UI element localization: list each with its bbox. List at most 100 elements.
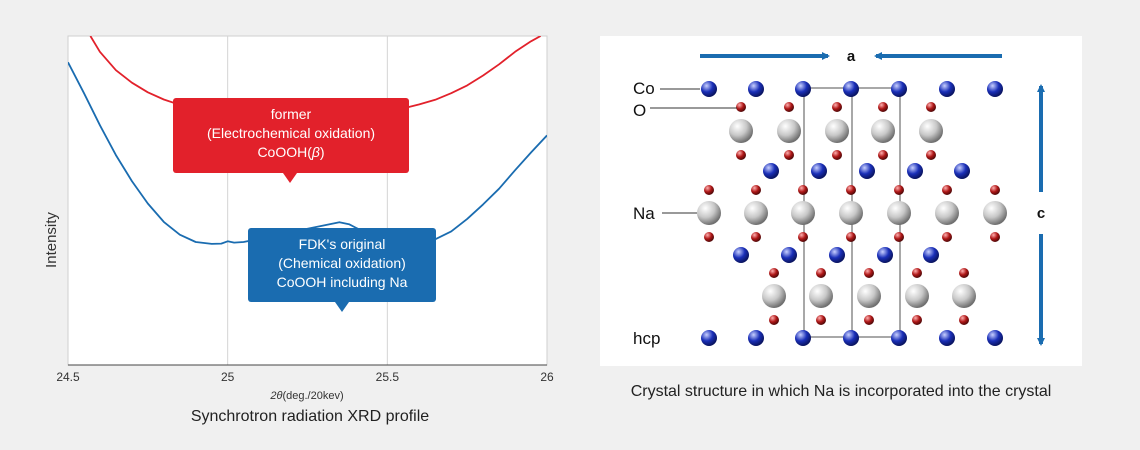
- na-atom: [887, 201, 911, 225]
- co-atom: [701, 81, 717, 97]
- callout-text-line: FDK's original: [299, 236, 386, 252]
- o-label: O: [633, 101, 646, 120]
- callout-box: [173, 98, 409, 173]
- o-atom: [798, 232, 808, 242]
- xrd-chart-svg: 24.5 25 25.5 26 2θ(deg./20kev) Intensity forme…: [43, 35, 554, 402]
- crystal-caption: Crystal structure in which Na is incorpo…: [630, 383, 1052, 400]
- co-atom: [923, 247, 939, 263]
- o-atom: [816, 315, 826, 325]
- callout-text-line: (Chemical oxidation): [278, 255, 406, 271]
- na-atom: [857, 284, 881, 308]
- co-atom: [939, 81, 955, 97]
- co-atom: [811, 163, 827, 179]
- o-atom: [959, 268, 969, 278]
- o-atom: [878, 150, 888, 160]
- o-atom: [959, 315, 969, 325]
- chart-caption: Synchrotron radiation XRD profile: [190, 408, 430, 425]
- callout-text-line: former: [271, 106, 312, 122]
- o-atom: [816, 268, 826, 278]
- o-atom: [912, 315, 922, 325]
- na-atom: [919, 119, 943, 143]
- o-atom: [990, 185, 1000, 195]
- crystal-background: [600, 36, 1082, 366]
- o-atom: [832, 150, 842, 160]
- na-atom: [905, 284, 929, 308]
- co-atom: [859, 163, 875, 179]
- na-atom: [839, 201, 863, 225]
- y-axis-label: Intensity: [43, 212, 60, 268]
- co-atom: [843, 330, 859, 346]
- o-atom: [751, 185, 761, 195]
- o-atom: [704, 185, 714, 195]
- na-atom: [744, 201, 768, 225]
- co-atom: [763, 163, 779, 179]
- na-atom: [825, 119, 849, 143]
- callout-text-line: CoOOH including Na: [277, 274, 408, 290]
- x-tick-label: 25: [221, 370, 235, 384]
- o-atom: [846, 232, 856, 242]
- o-atom: [864, 268, 874, 278]
- co-atom: [954, 163, 970, 179]
- co-atom: [891, 81, 907, 97]
- o-atom: [704, 232, 714, 242]
- na-atom: [729, 119, 753, 143]
- o-atom: [990, 232, 1000, 242]
- co-atom: [748, 330, 764, 346]
- o-atom: [926, 102, 936, 112]
- co-atom: [843, 81, 859, 97]
- x-tick-label: 24.5: [56, 370, 80, 384]
- o-atom: [784, 102, 794, 112]
- x-tick-label: 26: [540, 370, 554, 384]
- callout-text-line: (Electrochemical oxidation): [207, 125, 375, 141]
- na-atom: [791, 201, 815, 225]
- xrd-chart: 24.5 25 25.5 26 2θ(deg./20kev) Intensity forme…: [43, 35, 554, 402]
- o-atom: [769, 315, 779, 325]
- co-atom: [907, 163, 923, 179]
- na-atom: [777, 119, 801, 143]
- plot-area: [67, 35, 548, 366]
- callout-text-line: CoOOH(β): [257, 144, 324, 160]
- co-atom: [781, 247, 797, 263]
- c-axis-label: c: [1037, 205, 1045, 222]
- o-atom: [864, 315, 874, 325]
- o-atom: [798, 185, 808, 195]
- co-atom: [891, 330, 907, 346]
- o-atom: [784, 150, 794, 160]
- callout-1: former (Electrochemical oxidation) CoOOH(β…: [173, 98, 409, 183]
- co-label: Co: [633, 79, 655, 98]
- x-tick-label: 25.5: [376, 370, 400, 384]
- o-atom: [926, 150, 936, 160]
- o-atom: [894, 232, 904, 242]
- o-atom: [751, 232, 761, 242]
- co-atom: [795, 81, 811, 97]
- na-label: Na: [633, 204, 655, 223]
- o-atom: [846, 185, 856, 195]
- co-atom: [795, 330, 811, 346]
- co-atom: [701, 330, 717, 346]
- o-atom: [942, 232, 952, 242]
- o-atom: [736, 102, 746, 112]
- o-atom: [769, 268, 779, 278]
- co-atom: [939, 330, 955, 346]
- hcp-label: hcp: [633, 329, 660, 348]
- co-atom: [829, 247, 845, 263]
- o-atom: [736, 150, 746, 160]
- na-atom: [809, 284, 833, 308]
- na-atom: [935, 201, 959, 225]
- co-atom: [748, 81, 764, 97]
- callout-pointer: [335, 302, 349, 312]
- co-atom: [987, 330, 1003, 346]
- na-atom: [697, 201, 721, 225]
- co-atom: [877, 247, 893, 263]
- callout-2: FDK's original (Chemical oxidation) CoOOH …: [248, 228, 436, 312]
- callout-box: [248, 228, 436, 302]
- a-axis-label: a: [847, 48, 856, 65]
- na-atom: [952, 284, 976, 308]
- co-atom: [987, 81, 1003, 97]
- na-atom: [871, 119, 895, 143]
- o-atom: [878, 102, 888, 112]
- o-atom: [942, 185, 952, 195]
- callout-pointer: [283, 173, 297, 183]
- crystal-structure-figure: a c Co O Na hcp: [600, 36, 1082, 366]
- na-atom: [983, 201, 1007, 225]
